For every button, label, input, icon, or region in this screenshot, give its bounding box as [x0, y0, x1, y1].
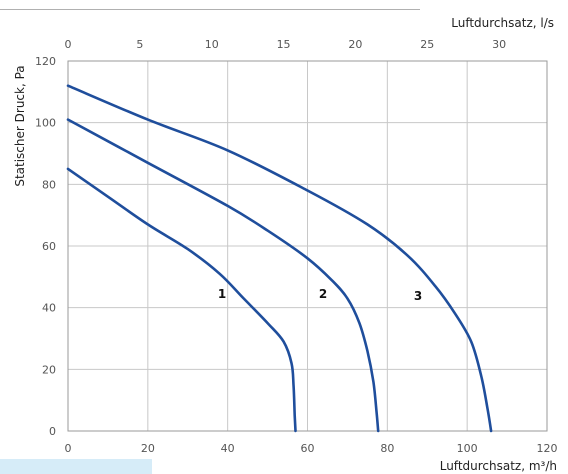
x-tick-label: 60	[301, 442, 315, 455]
y-tick-label: 20	[42, 363, 56, 376]
x2-tick-label: 5	[136, 38, 143, 51]
x2-tick-label: 15	[277, 38, 291, 51]
bottom-axis-title: Luftdurchsatz, m³/h	[440, 459, 557, 473]
x-tick-label: 120	[537, 442, 558, 455]
grid	[68, 61, 547, 431]
curve-3	[66, 84, 493, 433]
curve-2	[66, 118, 380, 433]
x2-tick-label: 20	[348, 38, 362, 51]
y-tick-label: 0	[49, 425, 56, 438]
curve-label-1: 1	[218, 287, 226, 301]
y-tick-label: 120	[35, 55, 56, 68]
curve-label-2: 2	[319, 287, 327, 301]
curve-labels: 1 2 3	[218, 287, 422, 303]
x-tick-label: 20	[141, 442, 155, 455]
x2-tick-label: 25	[420, 38, 434, 51]
x2-tick-label: 30	[492, 38, 506, 51]
series-layer	[66, 84, 493, 433]
x-tick-label: 40	[221, 442, 235, 455]
x2-tick-label: 0	[65, 38, 72, 51]
y-tick-label: 40	[42, 302, 56, 315]
curve-label-3: 3	[414, 289, 422, 303]
x-tick-label: 100	[457, 442, 478, 455]
y-tick-label: 100	[35, 117, 56, 130]
tick-labels: 0 20 40 60 80 100 120 0 5 10 15 20 25 30 0 20 40 60 80 100 1…	[35, 38, 558, 455]
x-tick-label: 80	[380, 442, 394, 455]
plot-frame	[67, 60, 548, 432]
x2-tick-label: 10	[205, 38, 219, 51]
y-tick-label: 60	[42, 240, 56, 253]
highlight-band	[0, 459, 152, 474]
curve-1	[66, 167, 297, 433]
y-tick-label: 80	[42, 178, 56, 191]
x-tick-label: 0	[65, 442, 72, 455]
y-axis-title: Statischer Druck, Pa	[13, 65, 27, 186]
top-axis-title: Luftdurchsatz, l/s	[451, 16, 554, 30]
